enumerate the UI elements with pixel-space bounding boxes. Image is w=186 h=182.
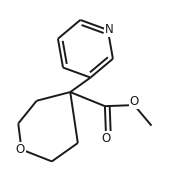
- Text: O: O: [16, 143, 25, 156]
- Text: N: N: [105, 23, 113, 36]
- Text: O: O: [101, 132, 111, 145]
- Text: O: O: [129, 95, 139, 108]
